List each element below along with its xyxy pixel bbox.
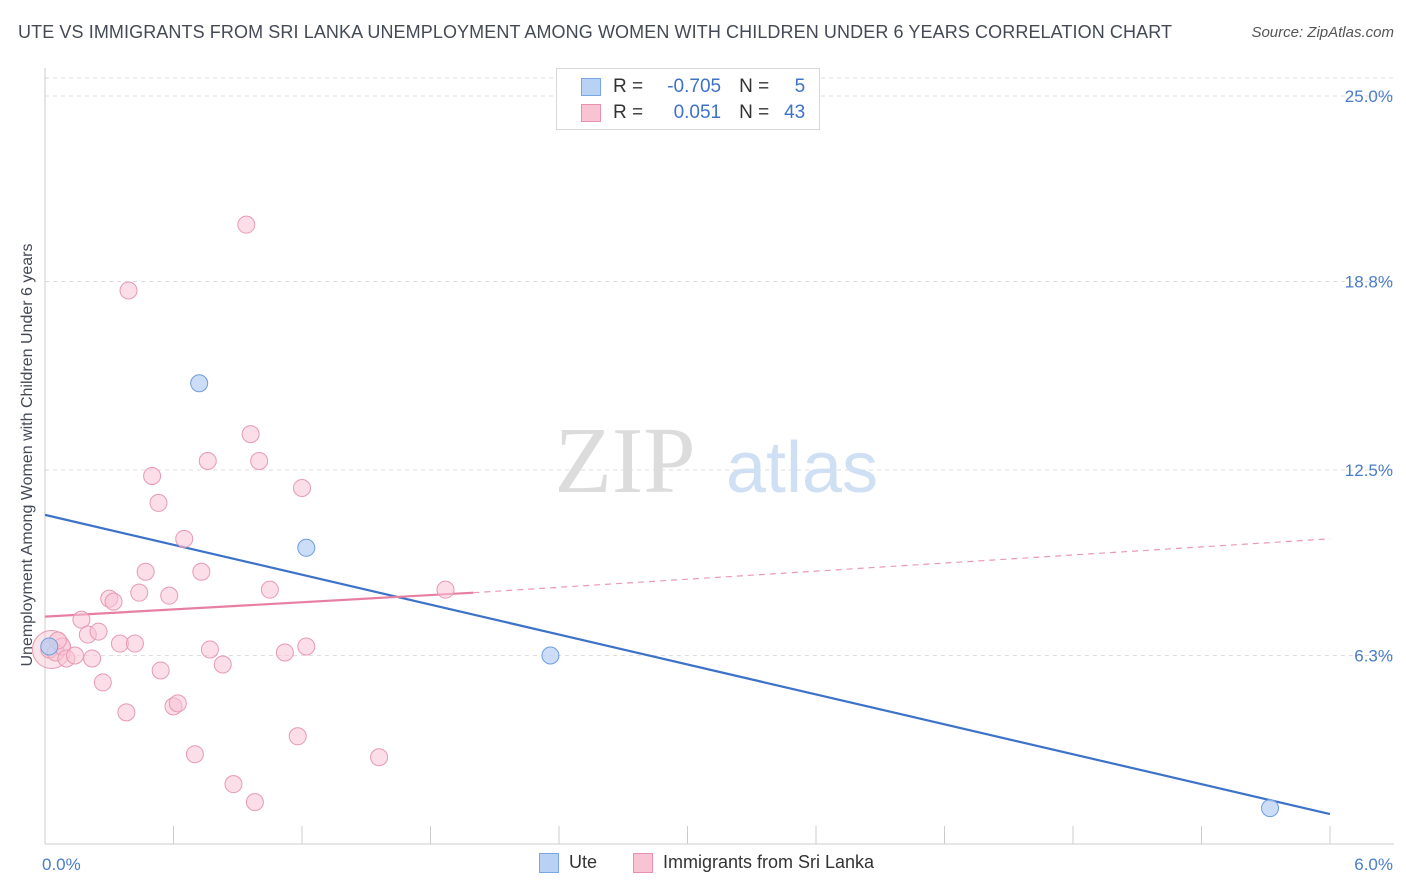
correlation-legend: R = -0.705 N = 5 R = 0.051 N = 43 (556, 68, 820, 130)
sri-lanka-point (192, 562, 211, 581)
ute-point (190, 374, 209, 393)
sri-lanka-point (72, 610, 91, 629)
sri-lanka-point (250, 452, 269, 471)
sri-lanka-point (175, 529, 194, 548)
ute-point (541, 646, 560, 665)
ute-point (40, 637, 59, 656)
sri-lanka-point (224, 775, 243, 794)
n-value: 43 (784, 102, 806, 123)
ute-point (1261, 799, 1280, 818)
legend-item-sri-lanka: Immigrants from Sri Lanka (633, 852, 874, 873)
watermark-zip: ZIP (555, 409, 696, 513)
sri-lanka-point (260, 580, 279, 599)
r-label: R = (613, 76, 644, 97)
sri-lanka-point (237, 215, 256, 234)
sri-lanka-point (93, 673, 112, 692)
chart-title: UTE VS IMMIGRANTS FROM SRI LANKA UNEMPLO… (18, 22, 1173, 42)
sri-lanka-point (65, 646, 84, 665)
sri-lanka-swatch (581, 104, 601, 122)
series-legend: Ute Immigrants from Sri Lanka (0, 852, 1406, 876)
trend-lines (44, 513, 1331, 816)
legend-label-ute: Ute (569, 852, 598, 872)
ute-trend-line (44, 513, 1331, 816)
tick-labels: 25.0% 18.8% 12.5% 6.3% 0.0% 6.0% (42, 87, 1393, 874)
x-tick-label: 0.0% (42, 855, 81, 874)
sri-lanka-point (198, 452, 217, 471)
sri-lanka-point (297, 637, 316, 656)
sri-lanka-point (436, 580, 455, 599)
sri-lanka-point (241, 425, 260, 444)
sri-lanka-point (104, 592, 123, 611)
sri-lanka-trend-extension (473, 538, 1331, 594)
sri-lanka-point (151, 661, 170, 680)
axes (44, 68, 1394, 845)
x-tick-label: 6.0% (1354, 855, 1393, 874)
watermark-atlas: atlas (726, 428, 878, 508)
y-tick-label: 18.8% (1345, 273, 1393, 292)
sri-lanka-point (149, 493, 168, 512)
ute-swatch (539, 852, 559, 873)
sri-lanka-point (117, 703, 136, 722)
r-value: 0.051 (673, 102, 722, 123)
sri-lanka-point (245, 793, 264, 812)
ute-point (297, 538, 316, 557)
sri-lanka-point (200, 640, 219, 659)
sri-lanka-point (293, 478, 311, 497)
sri-lanka-point (83, 649, 102, 668)
sri-lanka-swatch (633, 852, 653, 873)
legend-label-sri-lanka: Immigrants from Sri Lanka (663, 852, 875, 872)
legend-row-ute: R = -0.705 N = 5 (581, 74, 805, 100)
n-value: 5 (794, 76, 806, 97)
source-label: Source: ZipAtlas.com (1251, 24, 1394, 41)
r-label: R = (613, 102, 644, 123)
sri-lanka-point (119, 281, 138, 300)
sri-lanka-point (110, 634, 129, 653)
sri-lanka-point (136, 562, 155, 581)
sri-lanka-point (370, 748, 389, 767)
watermark: ZIP atlas (555, 409, 879, 513)
y-tick-label: 25.0% (1345, 87, 1393, 106)
n-label: N = (739, 76, 770, 97)
r-value: -0.705 (667, 76, 722, 97)
legend-item-ute: Ute (539, 852, 597, 873)
sri-lanka-point (168, 694, 187, 713)
sri-lanka-point (288, 727, 307, 746)
sri-lanka-point (130, 583, 149, 602)
y-tick-label: 12.5% (1345, 461, 1393, 480)
sri-lanka-point (160, 586, 179, 605)
sri-lanka-point (213, 655, 232, 674)
sri-lanka-point (89, 622, 108, 641)
grid-lines (45, 77, 1394, 657)
n-label: N = (739, 102, 770, 123)
sri-lanka-point (185, 745, 204, 764)
legend-row-sri-lanka: R = 0.051 N = 43 (581, 100, 805, 126)
sri-lanka-point (143, 466, 162, 485)
sri-lanka-trend-line (44, 591, 474, 618)
sri-lanka-point (275, 643, 294, 662)
ute-swatch (581, 78, 601, 96)
sri-lanka-point (125, 634, 144, 653)
y-tick-label: 6.3% (1354, 647, 1393, 666)
data-points (31, 215, 1280, 818)
